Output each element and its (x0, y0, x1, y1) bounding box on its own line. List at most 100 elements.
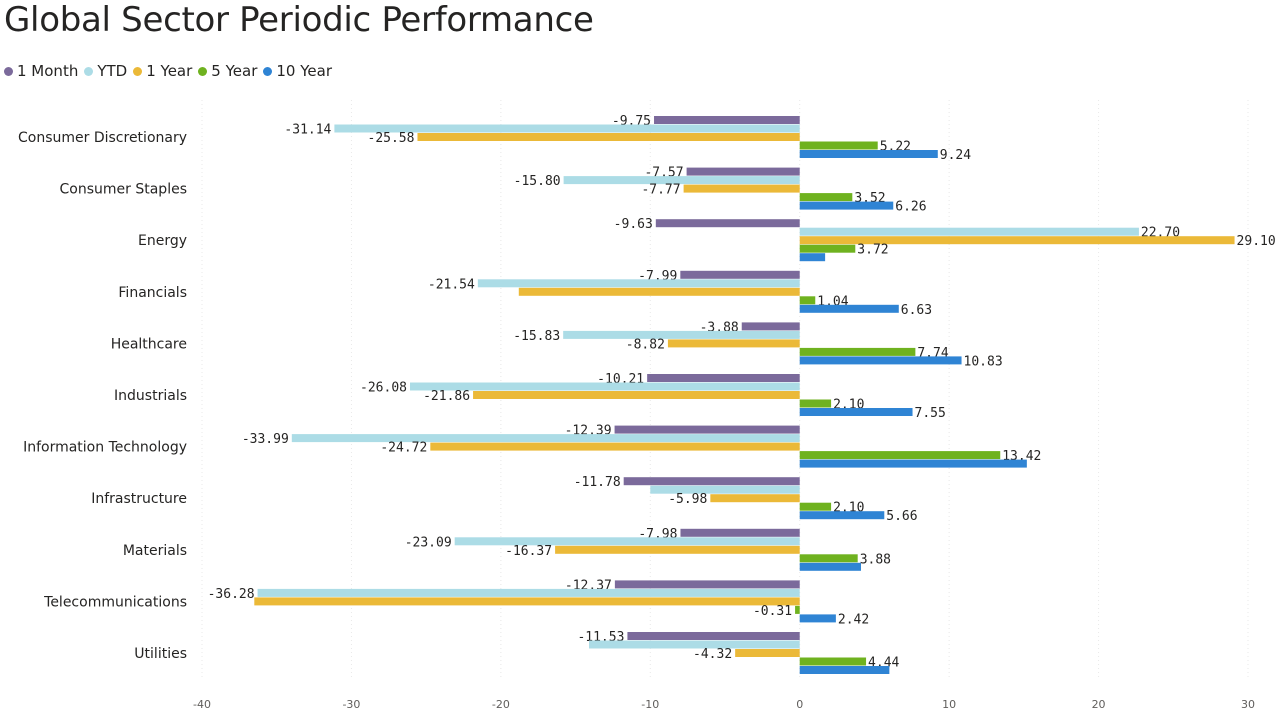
bar-10-year (799, 356, 962, 365)
bar-ytd (291, 434, 800, 443)
data-label: -11.78 (574, 475, 621, 490)
bar-ytd (257, 588, 800, 597)
legend-swatch (198, 66, 208, 76)
bar-1-year (555, 545, 800, 554)
x-tick-label: -40 (193, 698, 211, 711)
bar-1-month (614, 425, 800, 434)
bar-1-year (430, 442, 800, 451)
x-tick-label: -20 (492, 698, 510, 711)
category-label: Consumer Staples (60, 182, 187, 198)
bar-ytd (334, 124, 800, 133)
bar-10-year (799, 201, 894, 210)
legend-label: 5 Year (211, 62, 258, 80)
bar-1-month (741, 322, 800, 331)
bar-5-year (799, 347, 916, 356)
bar-10-year (799, 614, 836, 623)
data-label: -23.09 (405, 535, 452, 550)
bar-1-year (735, 649, 800, 657)
bar-1-month (680, 270, 800, 279)
data-label: -21.86 (423, 389, 470, 404)
bar-5-year (799, 657, 867, 666)
legend-swatch (133, 66, 143, 76)
bar-chart: -40 -30 -20 -10 0 10 20 30 Consumer Discretionar… (18, 100, 1276, 711)
legend-item-5-year[interactable]: 5 Year (198, 62, 257, 80)
bar-5-year (799, 399, 832, 408)
bar-1-year (710, 494, 800, 503)
legend-item-1-month[interactable]: 1 Month (4, 62, 78, 80)
bar-1-month (623, 477, 800, 486)
bar-1-year (254, 597, 800, 606)
bar-10-year (799, 150, 938, 158)
legend[interactable]: 1 Month YTD 1 Year 5 Year 10 Year (4, 60, 338, 82)
legend-item-ytd[interactable]: YTD (84, 62, 127, 80)
legend-label: YTD (97, 62, 128, 80)
bar-10-year (799, 666, 890, 674)
data-label: 3.88 (860, 552, 891, 567)
legend-item-10-year[interactable]: 10 Year (263, 62, 332, 80)
legend-swatch (263, 66, 273, 76)
bar-1-month (686, 167, 800, 176)
bar-5-year (799, 296, 816, 305)
bar-5-year (799, 451, 1001, 460)
bar-1-month (627, 632, 800, 640)
data-label: -9.63 (614, 217, 653, 232)
bar-1-year (667, 339, 800, 348)
bar-1-month (680, 528, 800, 537)
category-label: Telecommunications (43, 594, 187, 610)
bar-5-year (795, 605, 800, 614)
bar-ytd (477, 279, 800, 288)
data-label: -0.31 (753, 604, 792, 619)
data-label: 9.24 (940, 148, 971, 163)
legend-swatch (84, 66, 94, 76)
bar-10-year (799, 562, 861, 571)
bar-1-year (683, 184, 800, 193)
data-label: -16.37 (505, 544, 552, 559)
bar-10-year (799, 253, 826, 262)
bar-1-month (614, 580, 800, 589)
bar-ytd (563, 176, 800, 185)
data-label: 6.26 (895, 200, 926, 215)
data-label: -15.83 (513, 329, 560, 344)
bar-ytd (589, 640, 800, 649)
bar-ytd (563, 330, 800, 339)
data-label: -36.28 (208, 587, 255, 602)
x-tick-label: 30 (1241, 698, 1255, 711)
data-label: 10.83 (964, 354, 1003, 369)
bar-ytd (410, 382, 800, 391)
bar-1-month (647, 374, 800, 382)
data-label: 6.63 (901, 303, 932, 318)
bar-5-year (799, 244, 856, 253)
bar-ytd (650, 485, 800, 494)
bar-5-year (799, 193, 853, 202)
bar-1-month (654, 116, 800, 124)
data-label: -25.58 (368, 131, 415, 146)
data-label: -15.80 (514, 174, 561, 189)
bar-1-year (417, 133, 800, 141)
category-label: Healthcare (111, 336, 187, 352)
bar-1-month (655, 219, 800, 228)
category-label: Utilities (134, 646, 187, 662)
x-tick-label: -10 (641, 698, 659, 711)
x-tick-label: -30 (342, 698, 360, 711)
data-label: 7.55 (915, 406, 946, 421)
data-label: -7.77 (641, 183, 680, 198)
x-tick-label: 0 (796, 698, 803, 711)
bar-1-year (473, 391, 800, 399)
bar-10-year (799, 511, 885, 520)
data-label: -31.14 (284, 123, 331, 138)
legend-item-1-year[interactable]: 1 Year (133, 62, 192, 80)
data-label: -21.54 (428, 277, 475, 292)
chart-title: Global Sector Periodic Performance (4, 0, 594, 40)
legend-label: 1 Year (146, 62, 193, 80)
bar-10-year (799, 304, 899, 313)
bar-1-year (799, 236, 1235, 245)
data-label: 5.66 (886, 509, 917, 524)
bar-ytd (454, 537, 800, 546)
legend-swatch (4, 66, 13, 76)
bar-5-year (799, 141, 878, 150)
category-label: Industrials (114, 388, 187, 404)
x-tick-label: 20 (1092, 698, 1106, 711)
bar-10-year (799, 459, 1027, 468)
bar-5-year (799, 554, 858, 563)
bar-5-year (799, 502, 832, 511)
